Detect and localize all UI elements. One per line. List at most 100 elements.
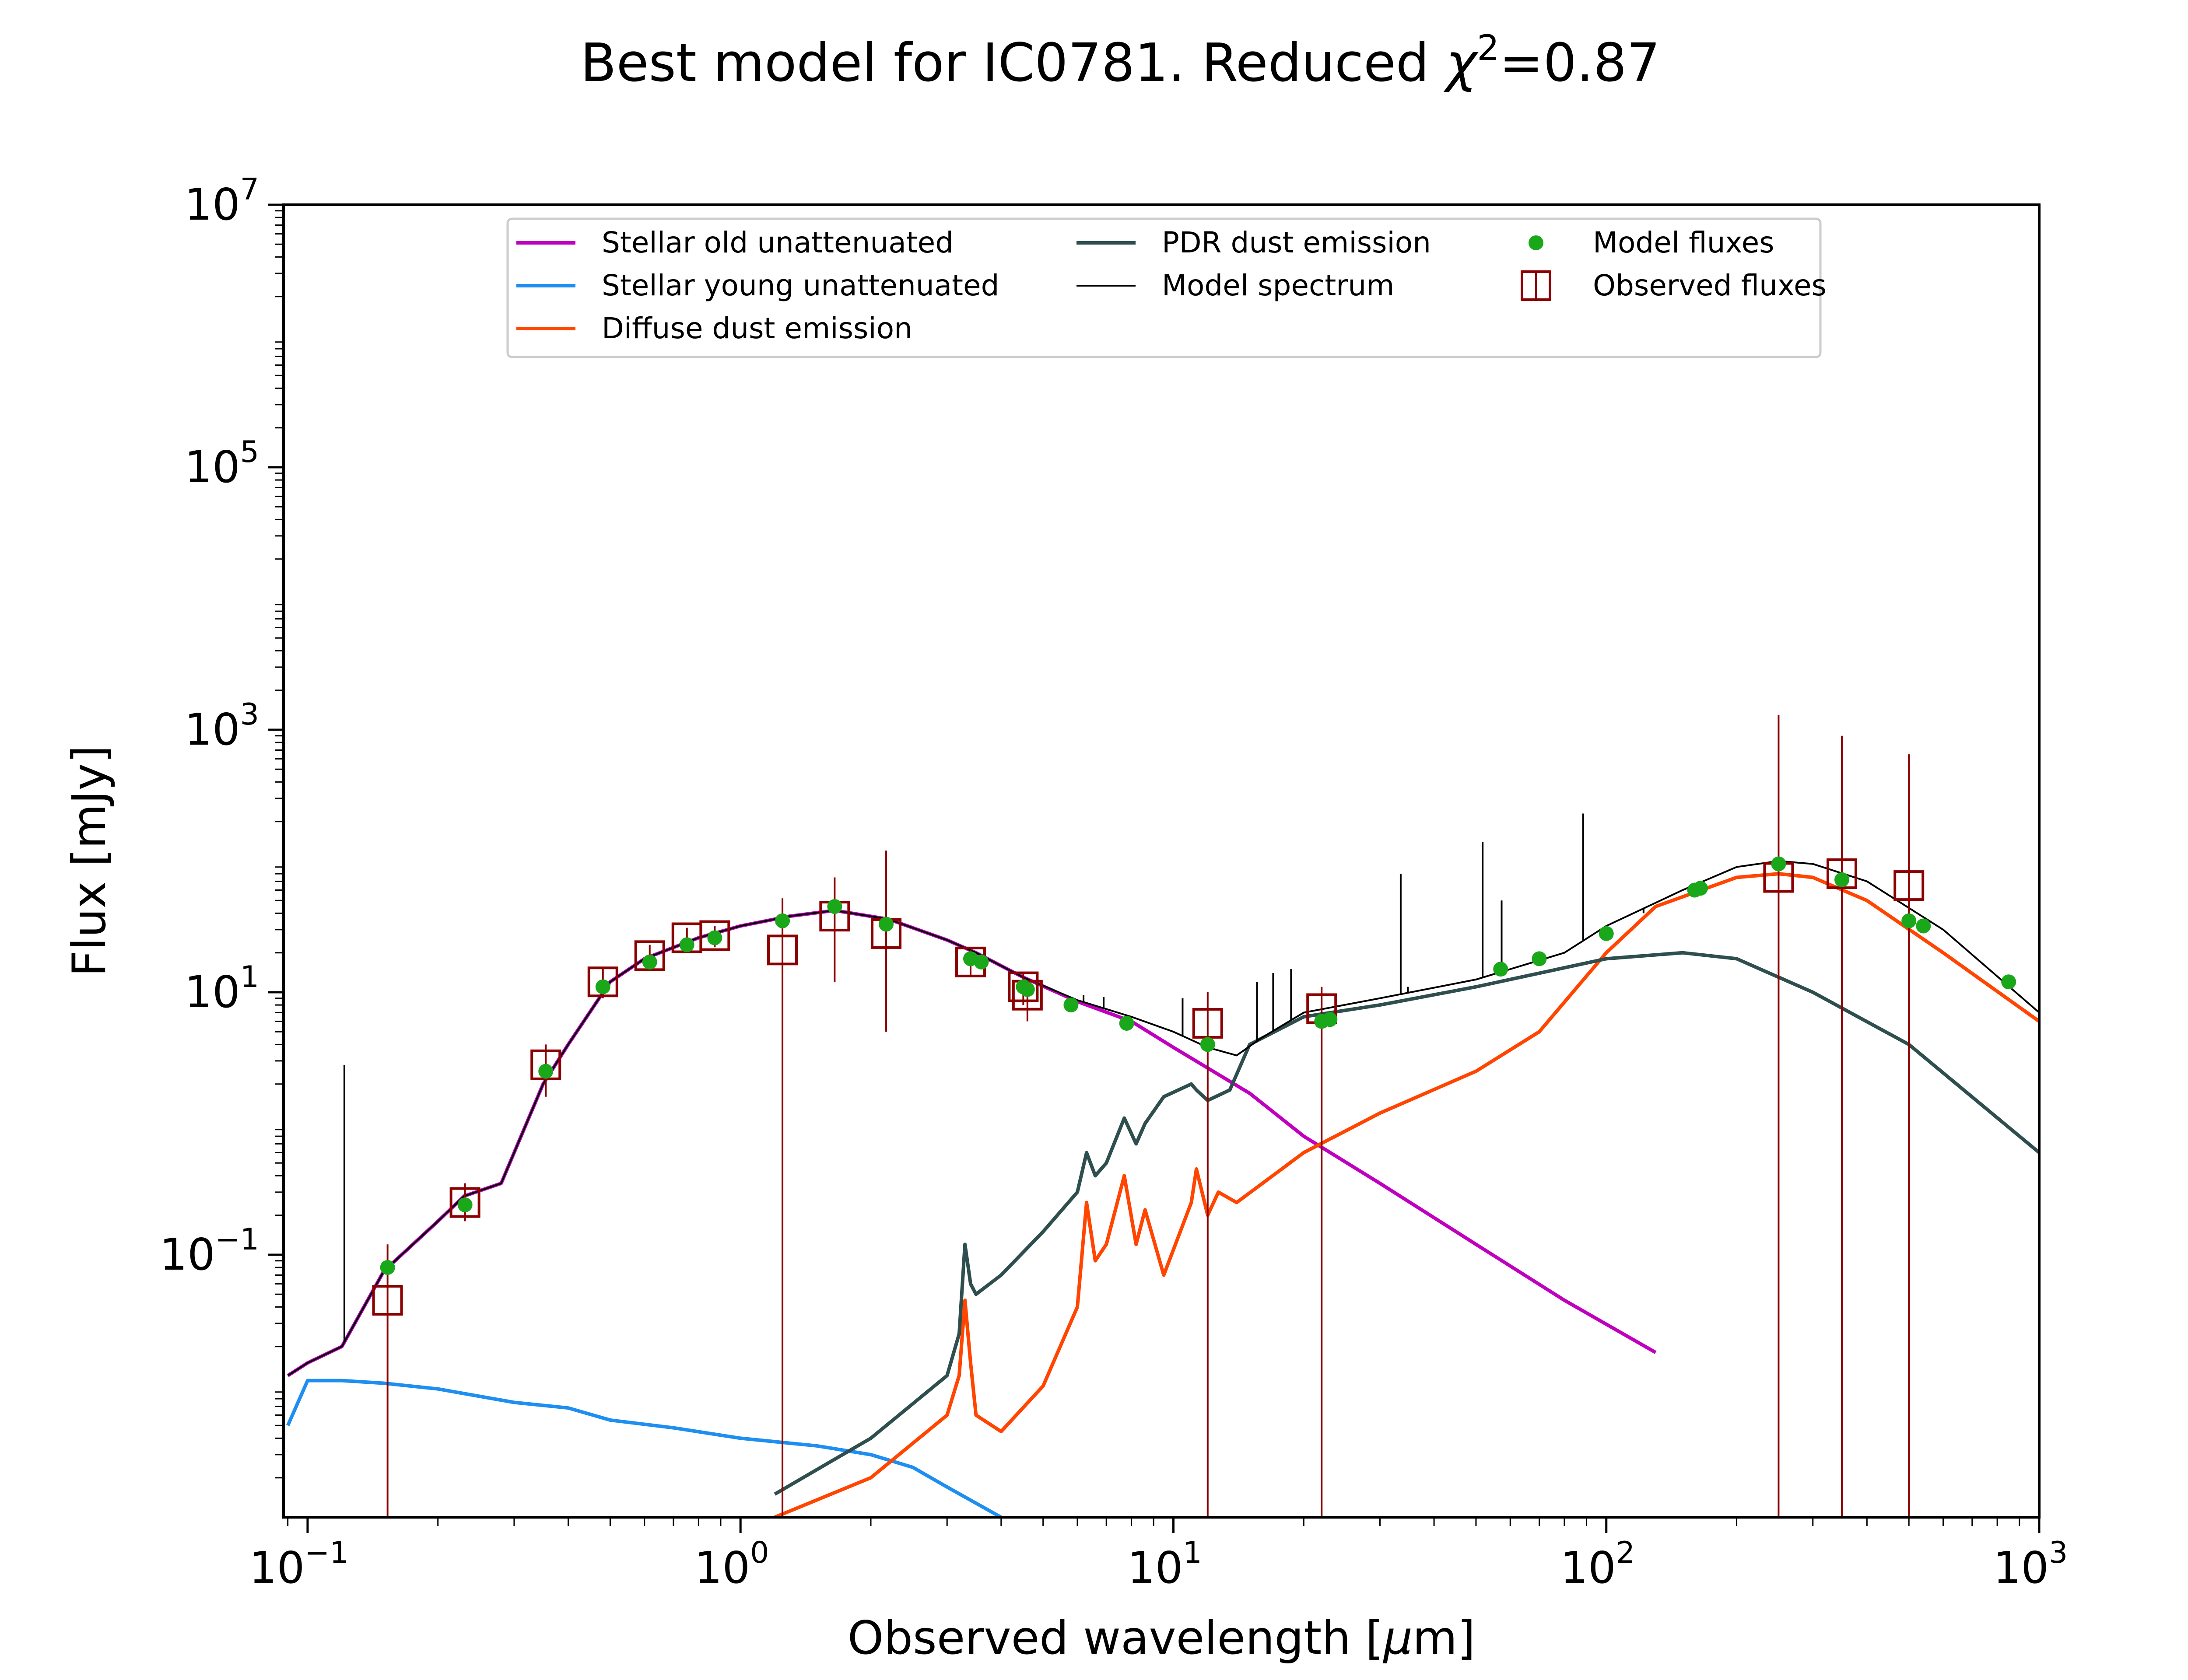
y-tick-label-exp: −1 [215, 1222, 259, 1257]
legend-swatch [1529, 235, 1543, 250]
model-flux-point-0 [380, 1260, 395, 1275]
x-tick-label-base: 10 [694, 1542, 750, 1593]
x-tick-label-exp: −1 [305, 1536, 348, 1570]
series-pdr-dust-emission [774, 951, 2039, 1496]
x-tick-label-4: 103 [1993, 1536, 2068, 1593]
x-tick-label-exp: 1 [1183, 1536, 1202, 1570]
legend-entry-pdr-dust-emission: PDR dust emission [1076, 226, 1431, 259]
chart-title-exponent: 2 [1477, 28, 1499, 68]
legend-items: Stellar old unattenuated Stellar young un… [516, 226, 1827, 345]
x-tick-label-base: 10 [1560, 1542, 1616, 1593]
model-flux-point-3 [595, 979, 610, 994]
legend-entry-stellar-young-unattenuated: Stellar young unattenuated [516, 269, 999, 302]
observed-error-bars [372, 714, 2016, 1517]
observed-flux-marker-0 [372, 1285, 403, 1316]
series-layer [286, 813, 2039, 1517]
model-flux-point-18 [1322, 1012, 1338, 1027]
x-tick-label-3: 102 [1560, 1536, 1635, 1593]
observed-flux-marker-1 [449, 1187, 480, 1218]
legend-box [506, 217, 1822, 358]
x-tick-label-base: 10 [1127, 1542, 1183, 1593]
x-axis-label-tail: m] [1413, 1611, 1475, 1665]
legend-entry-stellar-old-unattenuated: Stellar old unattenuated [516, 226, 954, 259]
observed-flux-marker-2 [530, 1049, 561, 1080]
x-tick-label-1: 100 [694, 1536, 769, 1593]
chart-title-tail: =0.87 [1499, 33, 1660, 94]
model-flux-point-24 [1771, 856, 1786, 872]
observed-flux-marker-6 [699, 920, 730, 951]
model-flux-point-8 [827, 899, 842, 914]
y-tick-label-4: 107 [184, 172, 259, 230]
model-flux-point-20 [1532, 951, 1547, 966]
legend-entry-observed-fluxes: Observed fluxes [1521, 269, 1827, 302]
y-tick-label-exp: 3 [240, 697, 259, 732]
chart-title: Best model for IC0781. Reduced χ2=0.87 [580, 28, 1660, 94]
x-axis-label-main: Observed wavelength [ [848, 1611, 1384, 1665]
model-flux-point-2 [538, 1064, 554, 1079]
x-tick-label-base: 10 [1993, 1542, 2049, 1593]
plot-frame [282, 203, 2041, 1519]
model-flux-point-14 [1063, 998, 1079, 1013]
y-axis-label: Flux [mJy] [63, 746, 116, 977]
legend-label: Stellar old unattenuated [602, 226, 954, 259]
legend-label: PDR dust emission [1162, 226, 1431, 259]
x-axis-label: Observed wavelength [μm] [848, 1611, 1476, 1665]
x-tick-label-0: 10−1 [249, 1536, 349, 1593]
y-tick-label-base: 10 [184, 966, 240, 1018]
observed-flux-marker-11 [1008, 971, 1039, 1002]
observed-flux-marker-16 [1826, 858, 1857, 889]
series-stellar-young-unattenuated [286, 1379, 1002, 1517]
model-flux-point-4 [642, 954, 657, 970]
model-flux-point-19 [1493, 962, 1508, 977]
y-tick-label-1: 101 [184, 960, 259, 1018]
legend-entry-diffuse-dust-emission: Diffuse dust emission [516, 312, 912, 345]
observed-flux-marker-3 [587, 966, 618, 998]
model-flux-point-1 [457, 1197, 473, 1212]
x-tick-label-base: 10 [249, 1542, 305, 1593]
model-flux-point-27 [1916, 918, 1931, 934]
x-tick-label-exp: 2 [1616, 1536, 1635, 1570]
model-flux-point-25 [1834, 872, 1849, 887]
model-flux-point-9 [879, 917, 894, 932]
model-flux-point-11 [974, 954, 989, 970]
model-flux-point-7 [775, 913, 790, 928]
y-tick-label-3: 105 [184, 435, 259, 493]
model-flux-point-6 [707, 930, 722, 945]
y-tick-label-base: 10 [184, 704, 240, 755]
model-flux-point-16 [1200, 1037, 1215, 1052]
y-tick-label-exp: 5 [240, 435, 259, 469]
legend-label: Observed fluxes [1593, 269, 1827, 302]
legend-label: Model fluxes [1593, 226, 1774, 259]
x-tick-label-2: 101 [1127, 1536, 1202, 1593]
x-tick-label-exp: 0 [750, 1536, 769, 1570]
model-flux-point-15 [1119, 1015, 1134, 1031]
legend-label: Diffuse dust emission [602, 312, 912, 345]
legend-entry-model-spectrum: Model spectrum [1076, 269, 1394, 302]
legend: Stellar old unattenuated Stellar young un… [506, 217, 1827, 358]
y-tick-label-exp: 7 [240, 172, 259, 207]
y-tick-label-exp: 1 [240, 960, 259, 994]
chart-title-chi: χ [1443, 33, 1479, 94]
chart-title-main: Best model for IC0781. Reduced [580, 33, 1446, 94]
x-axis-label-mu: μ [1382, 1611, 1413, 1665]
observed-flux-marker-4 [634, 940, 665, 971]
model-flux-point-5 [679, 937, 694, 952]
y-tick-label-base: 10 [160, 1229, 215, 1280]
y-tick-label-2: 103 [184, 697, 259, 755]
legend-label: Stellar young unattenuated [602, 269, 999, 302]
observed-flux-marker-7 [767, 934, 798, 966]
y-tick-label-base: 10 [184, 179, 240, 230]
x-tick-label-exp: 3 [2049, 1536, 2068, 1570]
model-flux-point-23 [1693, 881, 1708, 896]
model-flux-point-26 [1901, 913, 1917, 928]
series-model-spectrum [287, 860, 2039, 1376]
model-flux-point-13 [1020, 982, 1035, 997]
legend-entry-model-fluxes: Model fluxes [1529, 226, 1774, 259]
model-flux-point-28 [2001, 974, 2016, 990]
y-tick-label-base: 10 [184, 441, 240, 493]
y-tick-label-0: 10−1 [160, 1222, 259, 1280]
model-flux-point-21 [1599, 926, 1614, 941]
observed-flux-marker-17 [1893, 870, 1925, 901]
